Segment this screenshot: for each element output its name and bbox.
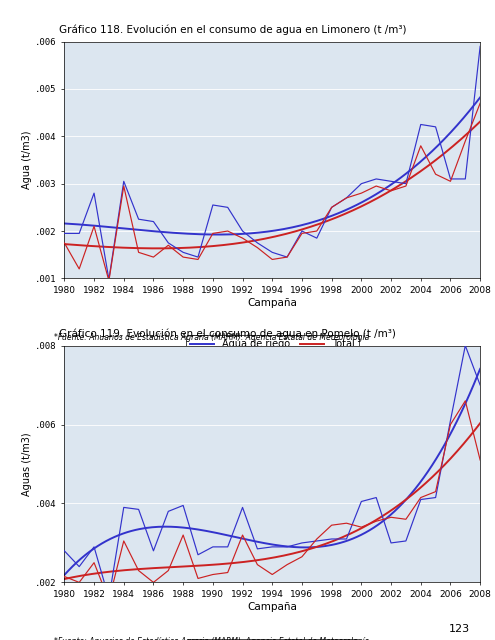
Text: *Fuente: Anuarios de Estadística Agraria (MARM). Agencia Estatal de Meteorología: *Fuente: Anuarios de Estadística Agraria… <box>54 637 370 640</box>
Y-axis label: Agua (t/m3): Agua (t/m3) <box>22 131 33 189</box>
Y-axis label: Aguas (t/m3): Aguas (t/m3) <box>22 432 33 496</box>
Text: Gráfico 118. Evolución en el consumo de agua en Limonero (t /m³): Gráfico 118. Evolución en el consumo de … <box>59 25 407 35</box>
X-axis label: Campaña: Campaña <box>248 298 297 308</box>
Text: *Fuente: Anuarios de Estadística Agraria (MARM). Agencia Estatal de Meteorología: *Fuente: Anuarios de Estadística Agraria… <box>54 333 370 342</box>
Legend: Agua de riego, Total: Agua de riego, Total <box>186 335 358 353</box>
Text: Gráfico 119. Evolución en el consumo de agua en Pomelo (t /m³): Gráfico 119. Evolución en el consumo de … <box>59 329 396 339</box>
Text: 123: 123 <box>449 623 470 634</box>
X-axis label: Campaña: Campaña <box>248 602 297 612</box>
Legend: Agua de riego, Total: Agua de riego, Total <box>186 639 358 640</box>
